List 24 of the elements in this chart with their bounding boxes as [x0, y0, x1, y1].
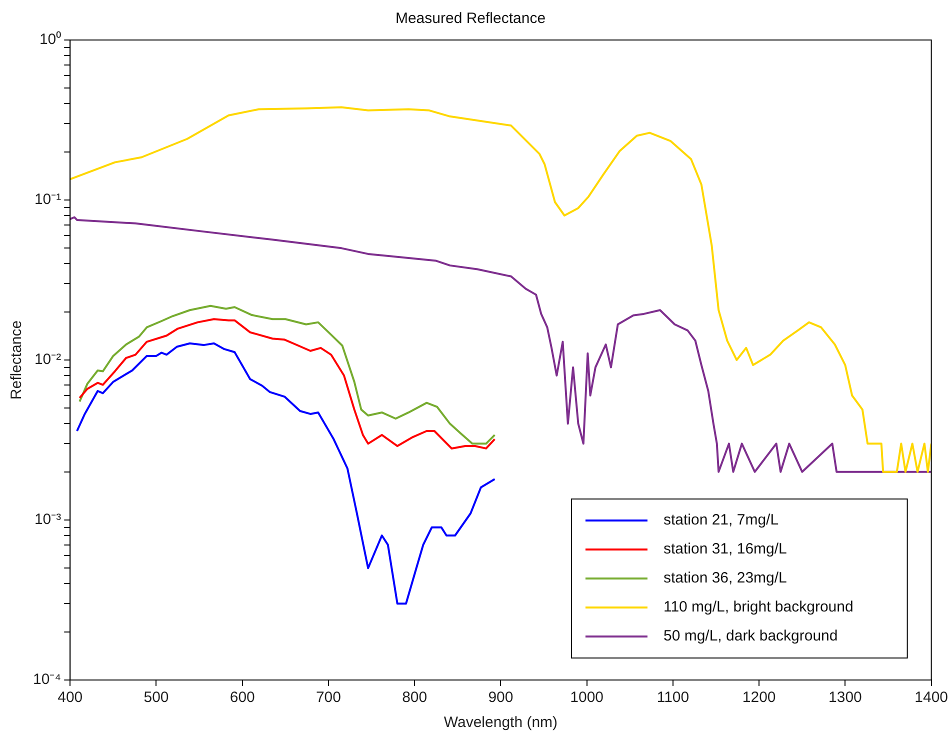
- legend-label: station 31, 16mg/L: [663, 540, 787, 558]
- x-tick-label: 1300: [828, 689, 862, 706]
- x-tick-label: 900: [488, 689, 514, 706]
- y-axis-title: Reflectance: [8, 320, 26, 400]
- legend-label: 50 mg/L, dark background: [663, 628, 838, 645]
- x-tick-label: 500: [144, 689, 169, 706]
- x-tick-label: 1200: [742, 689, 776, 706]
- y-tick-label: 10⁻⁴: [32, 671, 62, 688]
- x-tick-label: 700: [316, 689, 341, 706]
- chart-title: Measured Reflectance: [395, 10, 546, 28]
- y-tick-label: 10⁻³: [34, 511, 62, 528]
- x-tick-label: 400: [58, 689, 83, 706]
- legend-label: station 21, 7mg/L: [663, 512, 779, 529]
- y-tick-label: 10⁰: [39, 31, 62, 48]
- y-tick-label: 10⁻²: [34, 351, 62, 368]
- x-tick-label: 1100: [656, 689, 690, 706]
- x-tick-label: 1000: [570, 689, 604, 706]
- legend-label: station 36, 23mg/L: [663, 570, 787, 587]
- x-tick-label: 800: [402, 689, 428, 706]
- legend-label: 110 mg/L, bright background: [663, 598, 854, 616]
- x-tick-label: 1400: [914, 689, 948, 706]
- x-tick-label: 600: [230, 689, 255, 706]
- x-axis-title: Wavelength (nm): [444, 714, 558, 732]
- y-tick-label: 10⁻¹: [34, 191, 62, 208]
